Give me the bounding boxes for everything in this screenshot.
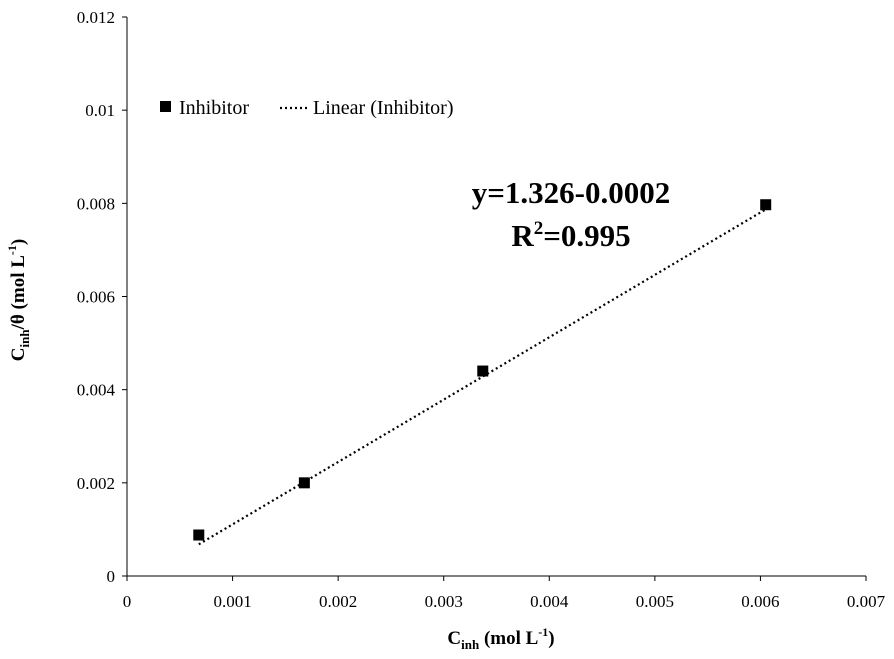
data-point-inhibitor (477, 365, 489, 377)
legend-marker-inhibitor (160, 101, 171, 112)
x-tick-label: 0.005 (636, 592, 674, 611)
data-point-inhibitor (760, 199, 772, 211)
data-point-inhibitor (193, 529, 205, 541)
x-axis-ticks: 0 0.001 0.002 0.003 0.004 0.005 0.006 0.007 (123, 576, 886, 611)
x-tick-label: 0.002 (319, 592, 357, 611)
y-tick-label: 0.004 (77, 381, 116, 400)
x-tick-label: 0 (123, 592, 132, 611)
y-tick-label: 0.012 (77, 8, 115, 27)
r-squared-text: R2=0.995 (511, 218, 630, 253)
x-tick-label: 0.007 (847, 592, 886, 611)
y-axis-title: Cinh/θ (mol L-1) (5, 239, 32, 361)
y-tick-label: 0.006 (77, 288, 115, 307)
y-tick-label: 0.01 (85, 101, 115, 120)
y-tick-label: 0.002 (77, 474, 115, 493)
y-axis-ticks: 0 0.002 0.004 0.006 0.008 0.01 0.012 (77, 8, 127, 586)
data-point-inhibitor (298, 477, 310, 489)
equation-annotation: y=1.326-0.0002 R2=0.995 (472, 175, 671, 253)
legend-label-inhibitor: Inhibitor (179, 97, 249, 119)
y-tick-label: 0 (107, 567, 116, 586)
x-tick-label: 0.003 (425, 592, 463, 611)
x-tick-label: 0.004 (530, 592, 569, 611)
trendline-linear-inhibitor (198, 208, 767, 546)
legend: Inhibitor Linear (Inhibitor) (160, 97, 454, 119)
x-tick-label: 0.001 (213, 592, 251, 611)
legend-label-linear: Linear (Inhibitor) (313, 97, 454, 119)
series-inhibitor-points (193, 199, 772, 541)
y-tick-label: 0.008 (77, 194, 115, 213)
equation-text: y=1.326-0.0002 (472, 175, 671, 210)
x-axis-title: Cinh (mol L-1) (447, 625, 554, 652)
x-tick-label: 0.006 (741, 592, 779, 611)
